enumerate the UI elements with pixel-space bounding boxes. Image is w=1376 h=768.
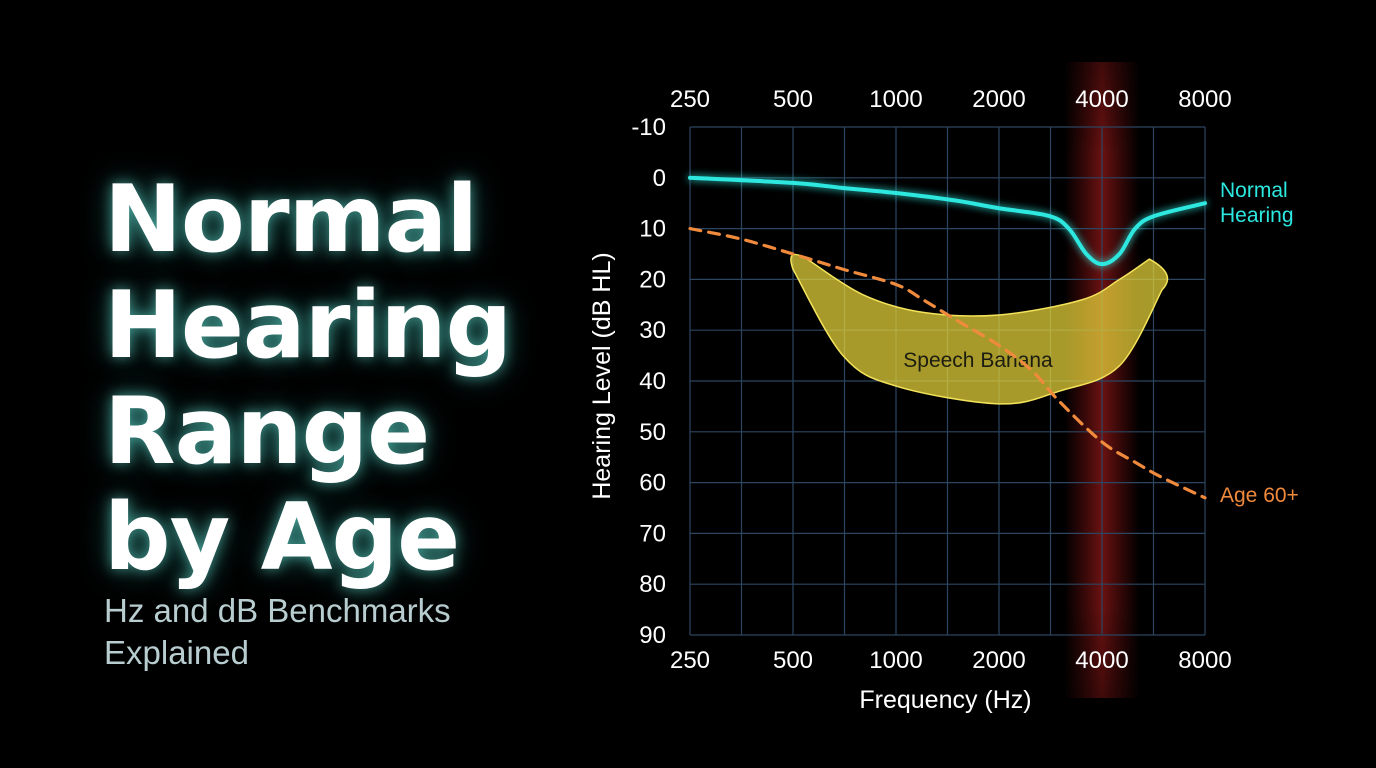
y-tick-label: 50 [639,419,666,446]
y-axis-label: Hearing Level (dB HL) [588,252,616,499]
series-label-age-60: Age 60+ [1220,484,1299,507]
subtitle-line-1: Hz and dB Benchmarks [104,592,451,629]
series-label-normal-hearing: Normal Hearing [1220,179,1294,227]
y-tick-label: 60 [639,470,666,497]
x-tick-label-bottom: 1000 [869,647,922,674]
x-tick-label-top: 250 [670,86,710,113]
label-layer: 2502505005001000100020002000400040008000… [588,86,1299,714]
x-tick-label-bottom: 4000 [1075,647,1128,674]
page-title: Normal Hearing Range by Age [104,166,564,590]
subtitle-line-2: Explained [104,634,249,671]
audiogram-chart: Speech Banana 25025050050010001000200020… [588,62,1299,714]
x-tick-label-bottom: 250 [670,647,710,674]
y-tick-label: 30 [639,317,666,344]
x-tick-label-top: 1000 [869,86,922,113]
title-line-2: Hearing [104,271,512,379]
series-line-normal-hearing [688,175,1207,267]
y-tick-label: 40 [639,368,666,395]
y-tick-label: 70 [639,520,666,547]
page-subtitle: Hz and dB Benchmarks Explained [104,590,544,674]
x-tick-label-top: 4000 [1075,86,1128,113]
y-tick-label: 10 [639,216,666,243]
title-line-1: Normal [104,165,478,273]
x-tick-label-top: 2000 [972,86,1025,113]
series-label-normal-hearing-line: Normal [1220,179,1288,202]
title-line-3: Range [104,377,430,485]
x-tick-label-top: 500 [773,86,813,113]
x-tick-label-top: 8000 [1178,86,1231,113]
y-tick-label: 20 [639,266,666,293]
series-label-normal-hearing-line: Hearing [1220,204,1294,227]
speech-banana-label: Speech Banana [903,349,1053,372]
x-axis-label: Frequency (Hz) [859,686,1031,714]
y-tick-label: 80 [639,571,666,598]
grid [689,126,1206,636]
x-tick-label-bottom: 2000 [972,647,1025,674]
x-tick-label-bottom: 8000 [1178,647,1231,674]
x-tick-label-bottom: 500 [773,647,813,674]
title-line-4: by Age [104,483,460,591]
series-line-age-60 [688,227,1207,500]
y-tick-label: 90 [639,622,666,649]
y-tick-label: -10 [631,114,666,141]
series-layer [688,175,1207,500]
y-tick-label: 0 [653,165,666,192]
